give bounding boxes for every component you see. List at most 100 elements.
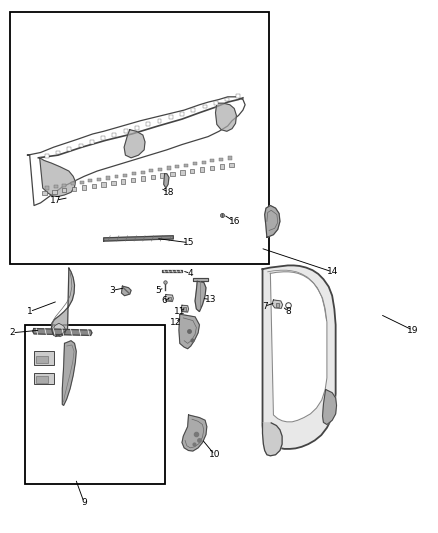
Bar xyxy=(237,94,240,98)
Bar xyxy=(101,136,105,140)
Bar xyxy=(121,179,125,183)
Polygon shape xyxy=(215,103,237,131)
Polygon shape xyxy=(195,281,206,312)
Bar xyxy=(146,123,150,126)
Bar xyxy=(225,98,229,101)
Bar xyxy=(62,188,66,192)
Bar xyxy=(176,165,180,168)
Bar xyxy=(71,182,75,185)
Bar xyxy=(203,105,207,108)
Bar xyxy=(124,130,128,133)
Polygon shape xyxy=(270,272,327,422)
Text: 3: 3 xyxy=(110,286,115,295)
Bar xyxy=(34,351,53,365)
Bar xyxy=(131,178,135,182)
Polygon shape xyxy=(179,314,199,349)
Polygon shape xyxy=(262,265,336,449)
Bar xyxy=(34,373,53,384)
Bar xyxy=(180,112,184,116)
Bar xyxy=(210,159,214,163)
Text: 18: 18 xyxy=(163,188,175,197)
Text: 14: 14 xyxy=(326,268,338,276)
Bar xyxy=(42,191,47,196)
Polygon shape xyxy=(53,323,66,336)
Bar xyxy=(219,158,223,161)
Polygon shape xyxy=(40,158,75,197)
Bar xyxy=(132,172,136,175)
Bar xyxy=(158,119,162,123)
Bar xyxy=(45,187,49,190)
Text: 9: 9 xyxy=(81,498,87,507)
Text: 10: 10 xyxy=(209,450,220,459)
Bar xyxy=(141,171,145,174)
Bar xyxy=(168,297,171,300)
Bar xyxy=(53,185,57,188)
Text: 19: 19 xyxy=(407,326,418,335)
Text: 7: 7 xyxy=(262,302,268,311)
Bar xyxy=(36,376,48,383)
Bar xyxy=(149,169,153,173)
Text: 6: 6 xyxy=(162,296,167,305)
Polygon shape xyxy=(124,130,145,158)
Text: 8: 8 xyxy=(286,307,292,316)
Bar xyxy=(151,175,155,179)
Polygon shape xyxy=(164,174,169,188)
Text: 5: 5 xyxy=(155,286,161,295)
Text: 11: 11 xyxy=(174,307,186,316)
Bar xyxy=(230,163,234,167)
Text: 15: 15 xyxy=(183,238,194,247)
Bar xyxy=(158,168,162,171)
Text: 16: 16 xyxy=(229,217,240,226)
Bar xyxy=(141,176,145,181)
Polygon shape xyxy=(272,300,283,309)
Text: 2: 2 xyxy=(10,328,15,337)
Bar xyxy=(106,176,110,180)
Polygon shape xyxy=(104,236,173,241)
Bar xyxy=(79,143,83,147)
Bar xyxy=(191,108,195,112)
Polygon shape xyxy=(162,270,182,272)
Bar xyxy=(200,167,204,172)
Bar xyxy=(25,325,165,484)
Bar xyxy=(184,308,186,311)
Bar xyxy=(160,173,165,177)
Bar xyxy=(10,12,269,264)
Bar xyxy=(190,169,194,173)
Bar xyxy=(201,160,205,164)
Bar xyxy=(219,165,224,169)
Bar xyxy=(45,154,49,158)
Bar xyxy=(67,147,71,151)
Bar xyxy=(193,162,197,165)
Polygon shape xyxy=(181,305,188,312)
Polygon shape xyxy=(165,295,173,302)
Bar xyxy=(184,164,188,167)
Text: 4: 4 xyxy=(188,269,194,278)
Bar xyxy=(135,126,139,130)
Polygon shape xyxy=(322,390,336,424)
Bar xyxy=(214,101,218,105)
Bar xyxy=(276,303,279,307)
Text: 13: 13 xyxy=(205,295,216,304)
Bar xyxy=(36,356,48,363)
Bar xyxy=(180,171,184,175)
Polygon shape xyxy=(62,341,76,406)
Bar xyxy=(102,182,106,187)
Bar xyxy=(62,183,66,187)
Polygon shape xyxy=(121,286,131,296)
Bar xyxy=(115,175,118,178)
Text: 1: 1 xyxy=(27,307,32,316)
Bar xyxy=(80,181,84,184)
Polygon shape xyxy=(193,278,208,281)
Bar xyxy=(210,166,214,170)
Bar xyxy=(167,166,171,169)
Text: 12: 12 xyxy=(170,318,181,327)
Bar xyxy=(228,156,232,159)
Bar xyxy=(170,172,175,176)
Bar xyxy=(113,133,117,136)
Bar xyxy=(56,150,60,154)
Bar xyxy=(169,115,173,119)
Bar xyxy=(97,178,101,181)
Text: 17: 17 xyxy=(50,196,62,205)
Polygon shape xyxy=(51,268,74,336)
Bar xyxy=(72,187,76,191)
